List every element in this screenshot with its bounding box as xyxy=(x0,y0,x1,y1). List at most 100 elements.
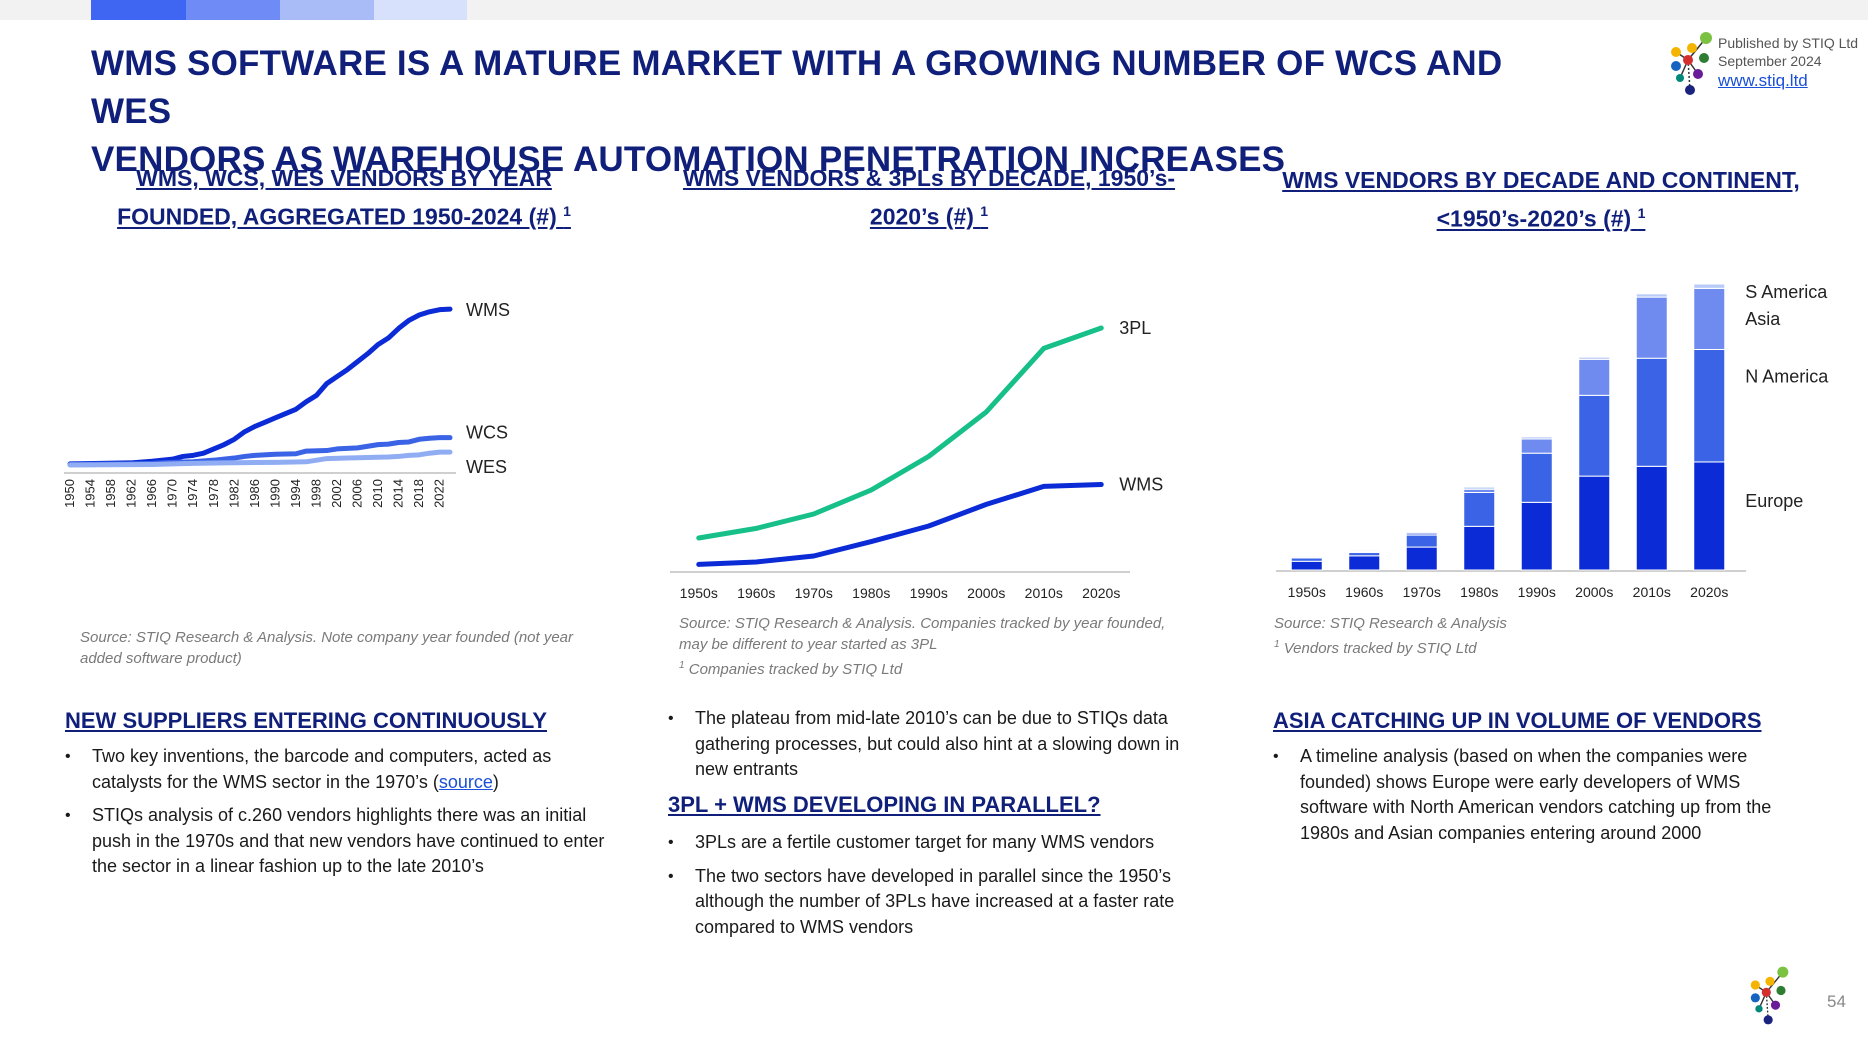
chart3-footnote-mark: 1 xyxy=(1637,205,1646,221)
chart2-footnote: 1 Companies tracked by STIQ Ltd xyxy=(679,655,1199,680)
chart1-series-label-wms: WMS xyxy=(466,300,510,320)
chart2-x-tick-label: 2010s xyxy=(1025,585,1063,601)
chart1-x-tick-label: 2010 xyxy=(370,479,385,508)
chart3-title-line-2-text: <1950’s-2020’s (#) xyxy=(1436,205,1632,232)
chart2-footnote-mark: 1 xyxy=(980,203,989,219)
chart2-x-tick-label: 1960s xyxy=(737,585,775,601)
chart1-title-line-2-text: FOUNDED, AGGREGATED 1950-2024 (#) xyxy=(117,203,557,230)
col3-heading: ASIA CATCHING UP IN VOLUME OF VENDORS xyxy=(1273,708,1762,733)
publisher-line-2: September 2024 xyxy=(1718,53,1822,69)
accent-segment-4 xyxy=(374,0,467,20)
chart2-x-tick-label: 1950s xyxy=(680,585,718,601)
col3-bullets: A timeline analysis (based on when the c… xyxy=(1273,744,1808,854)
chart3-x-tick-label: 2000s xyxy=(1575,584,1613,600)
chart3-x-tick-label: 1990s xyxy=(1518,584,1556,600)
chart3-title-line-1: WMS VENDORS BY DECADE AND CONTINENT, xyxy=(1282,167,1800,193)
chart1-footnote-mark: 1 xyxy=(563,203,571,219)
chart2-title: WMS VENDORS & 3PLs BY DECADE, 1950’s- 20… xyxy=(668,162,1190,234)
col3-bullet-1: A timeline analysis (based on when the c… xyxy=(1273,744,1808,846)
chart3-bar-europe xyxy=(1578,475,1611,571)
chart1-x-tick-label: 2018 xyxy=(411,479,426,508)
col1-heading: NEW SUPPLIERS ENTERING CONTINUOUSLY xyxy=(65,708,548,733)
chart3-title-line-2: <1950’s-2020’s (#) 1 xyxy=(1250,197,1832,236)
chart1-x-tick-label: 2022 xyxy=(432,479,447,508)
chart1-x-tick-label: 1974 xyxy=(185,479,200,508)
chart1-x-tick-label: 1966 xyxy=(144,479,159,508)
chart1-series-label-wes: WES xyxy=(466,457,507,477)
chart2-footnote-text: Companies tracked by STIQ Ltd xyxy=(688,661,903,678)
chart3-footnote-num: 1 xyxy=(1274,639,1280,650)
chart3-x-tick-label: 2020s xyxy=(1690,584,1728,600)
chart1-x-tick-label: 1994 xyxy=(288,479,303,508)
source-link[interactable]: source xyxy=(438,771,493,792)
chart2-x-tick-label: 2020s xyxy=(1082,585,1120,601)
chart1-source-line-2: added software product) xyxy=(80,650,242,667)
chart2-x-tick-label: 1990s xyxy=(910,585,948,601)
footer-stiq-logo-icon xyxy=(1750,966,1789,1025)
col2-bullet-0: The plateau from mid-late 2010’s can be … xyxy=(668,706,1203,783)
chart3-x-tick-label: 1980s xyxy=(1460,584,1498,600)
chart3-bar-europe xyxy=(1520,501,1553,571)
chart3-bar-europe xyxy=(1405,546,1438,571)
chart1-x-tick-label: 2006 xyxy=(350,479,365,508)
chart3-footnote: 1 Vendors tracked by STIQ Ltd xyxy=(1274,634,1794,659)
chart1-title-line-1: WMS, WCS, WES VENDORS BY YEAR xyxy=(136,165,552,191)
publisher-website-link[interactable]: www.stiq.ltd xyxy=(1718,71,1808,90)
chart2-wms-3pl-by-decade: 1950s 1960s 1970s 1980s 1990s 2000s 2010s 2020s… xyxy=(670,318,1163,601)
chart3-bar-n-america xyxy=(1693,348,1726,463)
chart1-x-tick-label: 1954 xyxy=(83,479,98,508)
publisher-info: Published by STIQ Ltd September 2024 www… xyxy=(1718,34,1858,92)
chart1-title-line-2: FOUNDED, AGGREGATED 1950-2024 (#) 1 xyxy=(90,195,598,234)
chart3-bar-s-america xyxy=(1405,531,1438,534)
col1-bullet-1: Two key inventions, the barcode and comp… xyxy=(65,744,605,795)
accent-segment-2 xyxy=(186,0,280,20)
chart1-x-tick-label: 2014 xyxy=(391,479,406,508)
chart2-title-line-2-text: 2020’s (#) xyxy=(869,203,974,230)
chart3-bar-asia xyxy=(1693,287,1726,350)
chart2-x-tick-label: 2000s xyxy=(967,585,1005,601)
chart3-bar-europe xyxy=(1348,555,1381,571)
chart1-series-line-wms xyxy=(67,306,453,467)
chart1-x-tick-label: 1958 xyxy=(103,479,118,508)
chart1-x-tick-label: 1962 xyxy=(124,479,139,508)
chart3-series-label-asia: Asia xyxy=(1745,309,1781,329)
chart2-source-line-2: may be different to year started as 3PL xyxy=(679,636,938,653)
col2-heading: 3PL + WMS DEVELOPING IN PARALLEL? xyxy=(668,792,1101,817)
chart3-bar-n-america xyxy=(1463,491,1496,527)
chart3-x-tick-label: 1970s xyxy=(1403,584,1441,600)
chart3-bar-s-america xyxy=(1693,283,1726,289)
chart2-series-label-3pl: 3PL xyxy=(1119,318,1151,338)
top-accent-bar xyxy=(0,0,1868,20)
chart1-title: WMS, WCS, WES VENDORS BY YEAR FOUNDED, A… xyxy=(90,162,598,234)
chart3-bar-s-america xyxy=(1578,356,1611,360)
col1-bullet-1-text: Two key inventions, the barcode and comp… xyxy=(92,746,552,792)
chart2-x-tick-label: 1970s xyxy=(795,585,833,601)
chart1-x-tick-label: 1986 xyxy=(247,479,262,508)
chart3-bar-europe xyxy=(1693,461,1726,571)
chart1-series-line-wes xyxy=(67,449,453,468)
chart1-vendors-by-year: 1950 1954 1958 1962 1966 1970 1974 1978 1982 1986… xyxy=(62,300,510,508)
col2-bullet-2: The two sectors have developed in parall… xyxy=(668,864,1203,941)
chart3-bar-s-america xyxy=(1290,555,1323,558)
chart1-x-tick-label: 1950 xyxy=(62,479,77,508)
chart3-bar-s-america xyxy=(1348,549,1381,552)
chart1-x-tick-label: 1998 xyxy=(308,479,323,508)
page-title: WMS SOFTWARE IS A MATURE MARKET WITH A G… xyxy=(91,40,1591,184)
chart1-x-tick-label: 1978 xyxy=(206,479,221,508)
chart2-x-tick-label: 1980s xyxy=(852,585,890,601)
chart3-bar-europe xyxy=(1635,465,1668,571)
chart3-bar-asia xyxy=(1520,438,1553,454)
col2-bullets: 3PLs are a fertile customer target for m… xyxy=(668,830,1203,948)
stiq-logo-icon xyxy=(1671,32,1712,95)
chart1-source: Source: STIQ Research & Analysis. Note c… xyxy=(80,627,620,669)
chart2-series-label-wms: WMS xyxy=(1119,474,1163,494)
chart3-bar-n-america xyxy=(1578,394,1611,477)
chart3-vendors-by-continent: 1950s 1960s 1970s 1980s 1990s 2000s 2010s 2020s… xyxy=(1276,282,1829,600)
col2-top-bullets: The plateau from mid-late 2010’s can be … xyxy=(668,706,1203,791)
chart3-bar-asia xyxy=(1635,296,1668,359)
chart3-bar-europe xyxy=(1290,560,1323,571)
chart3-bar-europe xyxy=(1463,525,1496,571)
chart3-series-label-n-america: N America xyxy=(1745,367,1829,387)
chart2-source: Source: STIQ Research & Analysis. Compan… xyxy=(679,613,1199,680)
page-title-line-2: VENDORS AS WAREHOUSE AUTOMATION PENETRAT… xyxy=(91,140,1286,179)
